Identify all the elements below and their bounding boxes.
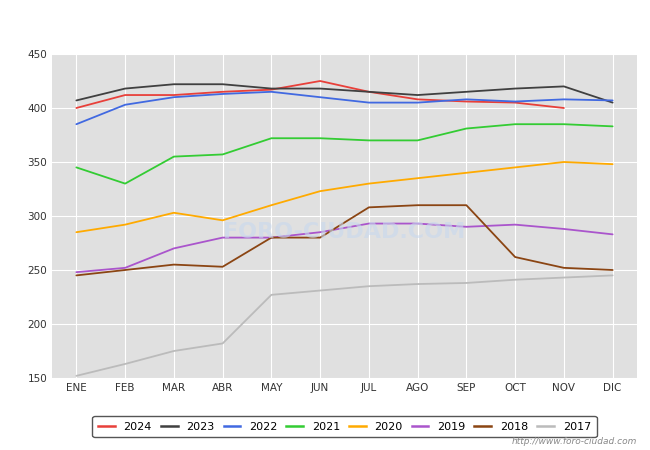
Text: Afiliados en Benuza a 30/11/2024: Afiliados en Benuza a 30/11/2024 (185, 21, 465, 39)
Text: FORO-CIUDAD.COM: FORO-CIUDAD.COM (224, 222, 465, 242)
Text: http://www.foro-ciudad.com: http://www.foro-ciudad.com (512, 436, 637, 446)
Legend: 2024, 2023, 2022, 2021, 2020, 2019, 2018, 2017: 2024, 2023, 2022, 2021, 2020, 2019, 2018… (92, 416, 597, 437)
